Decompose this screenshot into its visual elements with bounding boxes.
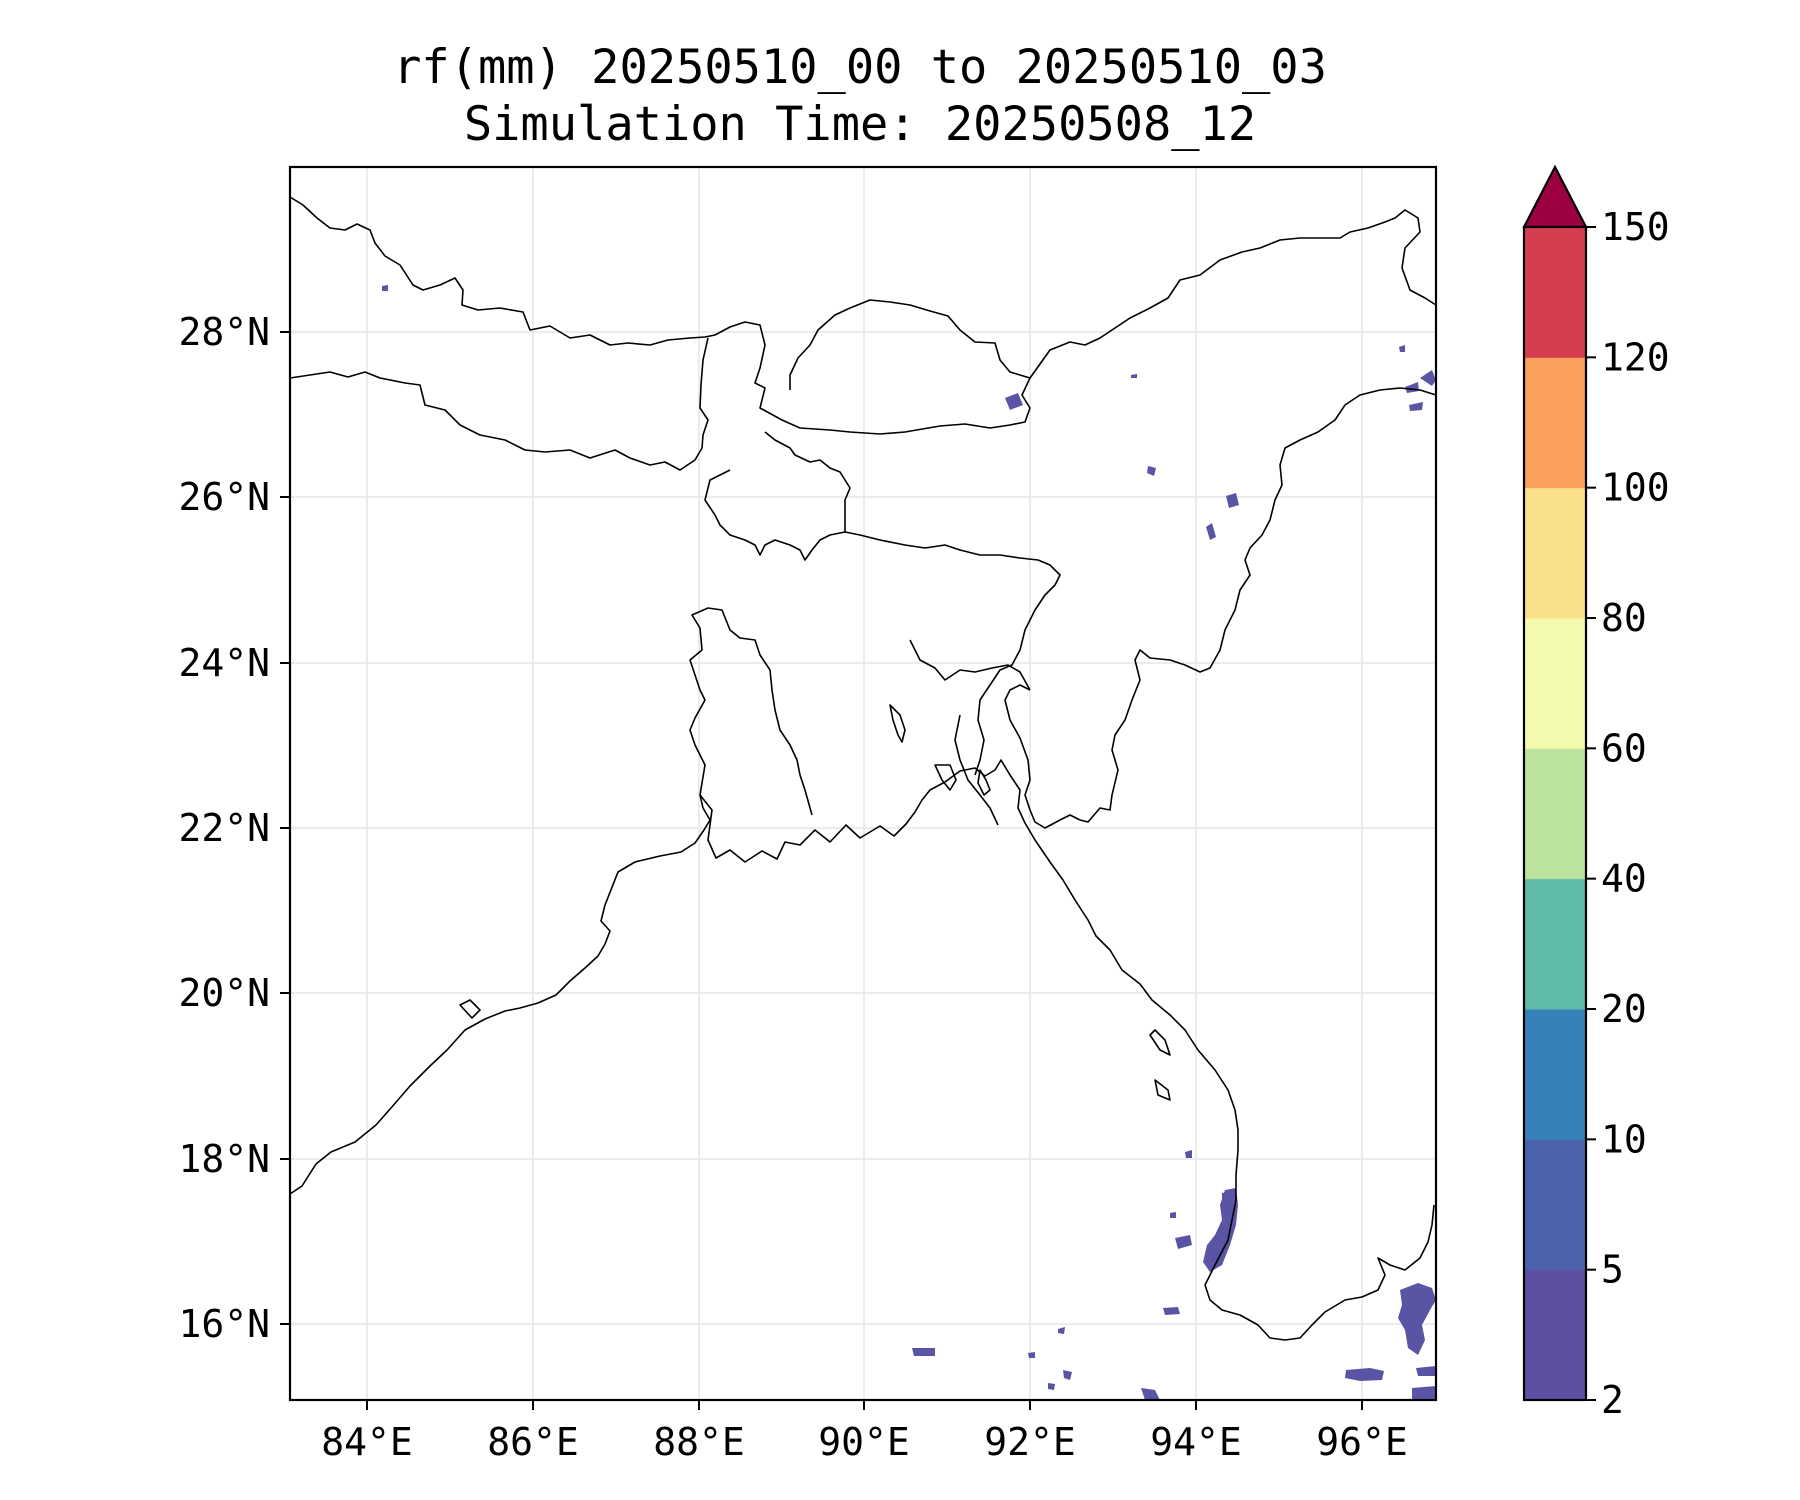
lat-tick-label: 20°N xyxy=(178,971,270,1015)
rain-patch-nepal xyxy=(382,285,388,291)
colorbar-segment xyxy=(1524,227,1586,358)
lat-tick-label: 22°N xyxy=(178,806,270,850)
colorbar-tick-label: 2 xyxy=(1601,1378,1624,1422)
axis-ticks xyxy=(280,331,1363,1410)
sundarbans-island-1 xyxy=(889,704,906,743)
rain-patch-south-5 xyxy=(912,1348,935,1356)
nepal-northern-border xyxy=(289,196,716,346)
lon-tick-label: 96°E xyxy=(1316,1420,1408,1464)
colorbar-segment xyxy=(1524,1269,1586,1401)
colorbar-tick-label: 20 xyxy=(1601,987,1647,1031)
lat-tick-label: 24°N xyxy=(178,641,270,685)
bangladesh-north-east-border xyxy=(704,469,1061,776)
rainfall-patches xyxy=(382,285,1436,1400)
sundarbans-island-3 xyxy=(977,769,991,796)
lon-tick-label: 90°E xyxy=(818,1420,910,1464)
lon-tick-label: 86°E xyxy=(487,1420,579,1464)
rain-patch-arunachal-5 xyxy=(1131,374,1137,378)
indian-east-coastline xyxy=(289,794,711,1195)
rain-patch-south-1 xyxy=(1345,1368,1384,1381)
sylhet-border xyxy=(909,639,1031,691)
colorbar-segment xyxy=(1524,1139,1586,1271)
colorbar-segment xyxy=(1524,878,1586,1010)
rain-patch-corner xyxy=(1412,1386,1436,1400)
india-myanmar-border xyxy=(1079,387,1437,823)
colorbar-tick-label: 10 xyxy=(1601,1117,1647,1161)
rain-patch-arunachal-3 xyxy=(1409,402,1423,411)
arunachal-northern-border xyxy=(1029,209,1437,379)
colorbar-tick-label: 100 xyxy=(1601,466,1670,510)
rain-patch-south-4 xyxy=(1063,1370,1072,1380)
rain-patch-arunachal-1 xyxy=(1420,370,1436,386)
rain-patch-south-7 xyxy=(1058,1327,1065,1334)
chart-title-line2: Simulation Time: 20250508_12 xyxy=(464,97,1256,152)
colorbar-tick-label: 60 xyxy=(1601,726,1647,770)
lon-tick-label: 94°E xyxy=(1150,1420,1242,1464)
rain-patch-south-6 xyxy=(1048,1383,1055,1390)
map-panel xyxy=(288,165,1438,1402)
rain-patch-offshore-4 xyxy=(1170,1212,1176,1218)
rain-patch-south-3 xyxy=(1141,1388,1160,1400)
rain-patch-assam-3 xyxy=(1206,523,1216,540)
rain-patch-offshore-2 xyxy=(1163,1307,1180,1315)
colorbar-ticks: 2 5 10 20 40 60 80 100 120 150 xyxy=(1586,205,1670,1422)
lon-tick-label: 88°E xyxy=(653,1420,745,1464)
colorbar-segment xyxy=(1524,1009,1586,1140)
rain-patch-myanmar-coast xyxy=(1398,1283,1436,1355)
chilika-lagoon xyxy=(459,999,481,1019)
mizoram-border xyxy=(1004,684,1081,829)
lat-tick-label: 28°N xyxy=(178,310,270,354)
latitude-tick-labels: 28°N 26°N 24°N 22°N 20°N 18°N 16°N xyxy=(178,310,270,1346)
colorbar-segment xyxy=(1524,748,1586,880)
colorbar-extend-max-triangle xyxy=(1522,164,1588,229)
colorbar-segment xyxy=(1524,618,1586,749)
colorbar-tick-label: 150 xyxy=(1601,205,1670,249)
rakhine-island-2 xyxy=(1154,1079,1171,1101)
longitude-tick-labels: 84°E 86°E 88°E 90°E 92°E 94°E 96°E xyxy=(321,1420,1408,1464)
colorbar-tick-label: 120 xyxy=(1601,335,1670,379)
lat-tick-label: 26°N xyxy=(178,475,270,519)
chart-title-line1: rf(mm) 20250510_00 to 20250510_03 xyxy=(393,40,1327,95)
rain-patch-offshore-3 xyxy=(1185,1150,1192,1158)
chittagong-hills-border xyxy=(954,714,999,826)
colorbar-tick-label: 5 xyxy=(1601,1248,1624,1292)
rakhine-island-1 xyxy=(1149,1029,1171,1056)
lat-tick-label: 18°N xyxy=(178,1137,270,1181)
colorbar-frame xyxy=(1522,225,1588,1402)
rain-patch-arunachal-4 xyxy=(1399,345,1405,352)
coastlines-and-borders xyxy=(289,196,1437,1341)
rain-patch-offshore-1 xyxy=(1175,1235,1192,1249)
lat-tick-label: 16°N xyxy=(178,1302,270,1346)
rain-patch-assam-1 xyxy=(1147,466,1156,476)
colorbar: 2 5 10 20 40 60 80 100 120 150 xyxy=(1522,164,1670,1422)
map-background xyxy=(290,167,1436,1400)
rain-patch-east-bhutan xyxy=(1005,393,1023,410)
lon-tick-label: 84°E xyxy=(321,1420,413,1464)
rain-patch-south-2 xyxy=(1416,1366,1436,1376)
map-gridlines xyxy=(290,167,1436,1400)
rain-patch-arakan-north xyxy=(1222,1192,1230,1212)
colorbar-tick-label: 80 xyxy=(1601,596,1647,640)
sundarbans-island-2 xyxy=(934,764,957,791)
colorbar-segment xyxy=(1524,487,1586,619)
colorbar-segment xyxy=(1524,357,1586,489)
west-bengal-panhandle xyxy=(764,431,851,532)
colorbar-segments xyxy=(1524,227,1586,1401)
nepal-southern-border xyxy=(289,337,709,471)
colorbar-tick-label: 40 xyxy=(1601,857,1647,901)
bangladesh-west-border xyxy=(689,607,813,816)
rain-patch-assam-2 xyxy=(1226,493,1239,508)
lon-tick-label: 92°E xyxy=(984,1420,1076,1464)
bangladesh-myanmar-coastline xyxy=(699,759,1435,1341)
bhutan-border xyxy=(714,299,1031,435)
rain-patch-south-8 xyxy=(1028,1352,1035,1358)
